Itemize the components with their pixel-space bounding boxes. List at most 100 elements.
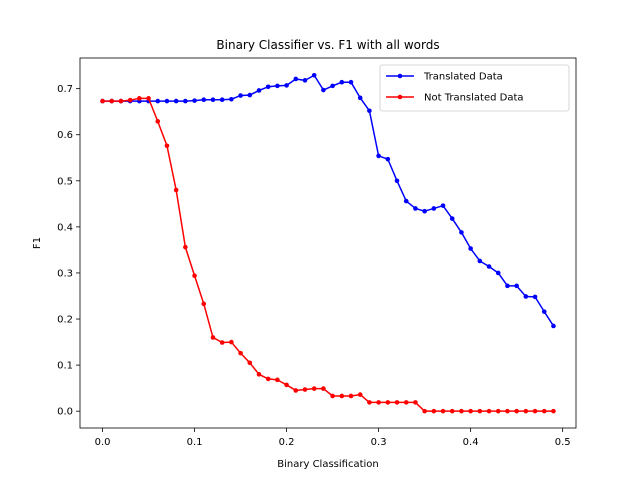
x-tick-label: 0.4	[463, 437, 479, 448]
legend-item: Not Translated Data	[386, 93, 524, 104]
data-point	[413, 400, 418, 405]
data-point	[275, 377, 280, 383]
data-point	[440, 408, 446, 414]
data-point	[229, 96, 234, 102]
series-0	[100, 72, 556, 329]
x-axis-label: Binary Classification	[277, 459, 378, 470]
data-point	[192, 273, 197, 279]
x-tick-label: 0.5	[555, 437, 571, 448]
data-point	[183, 98, 188, 104]
axes-frame	[79, 57, 577, 429]
y-tick-label: 0.3	[57, 268, 73, 279]
data-point	[394, 178, 400, 184]
data-point	[541, 309, 547, 314]
data-point	[109, 98, 115, 104]
data-point	[293, 388, 299, 393]
y-tick-label: 0.5	[57, 176, 73, 187]
data-point	[330, 83, 335, 89]
y-tick-label: 0.1	[57, 361, 73, 372]
data-point	[275, 83, 280, 89]
data-point	[201, 97, 207, 102]
data-point	[201, 301, 207, 307]
data-point	[127, 97, 133, 103]
y-tick-label: 0.6	[57, 130, 73, 141]
data-point	[311, 72, 317, 78]
y-tick-label: 0.2	[57, 315, 73, 326]
data-point	[376, 153, 381, 159]
data-point	[357, 95, 363, 101]
data-point	[514, 283, 519, 289]
data-point	[210, 97, 216, 102]
data-point	[219, 340, 225, 345]
series-1	[100, 96, 556, 414]
data-point	[256, 372, 262, 377]
data-point	[284, 83, 289, 88]
data-point	[284, 382, 289, 388]
data-point	[431, 206, 437, 211]
data-point	[367, 108, 372, 114]
data-point	[486, 264, 492, 269]
legend: Translated Data Not Translated Data	[379, 64, 570, 112]
y-tick-label: 0.7	[57, 84, 73, 95]
data-point	[293, 76, 299, 82]
legend-label: Not Translated Data	[424, 93, 524, 104]
data-point	[238, 93, 243, 98]
data-point	[440, 203, 446, 208]
data-point	[486, 408, 492, 414]
data-point	[238, 350, 243, 356]
data-point	[321, 386, 326, 391]
x-tick-label: 0.1	[187, 437, 203, 448]
data-point	[495, 408, 501, 414]
data-point	[265, 84, 271, 90]
legend-item: Translated Data	[386, 72, 503, 83]
data-point	[459, 408, 464, 414]
data-point	[348, 79, 354, 85]
data-point	[422, 408, 427, 414]
data-point	[532, 294, 538, 300]
data-point	[541, 408, 547, 414]
data-point	[247, 360, 253, 366]
data-point	[311, 386, 317, 391]
data-point	[210, 335, 216, 340]
data-point	[348, 393, 354, 399]
data-point	[385, 156, 391, 162]
plot-area	[100, 72, 556, 414]
legend-label: Translated Data	[423, 72, 503, 83]
data-point	[173, 98, 179, 104]
data-point	[256, 88, 262, 93]
legend-box	[379, 64, 570, 112]
y-tick-label: 0.0	[57, 407, 73, 418]
data-point	[403, 198, 409, 204]
data-point	[302, 387, 308, 392]
data-point	[155, 119, 161, 124]
x-tick-label: 0.3	[371, 437, 387, 448]
data-point	[229, 339, 234, 345]
data-point	[183, 244, 188, 250]
data-point	[302, 78, 308, 83]
x-tick-label: 0.0	[95, 437, 111, 448]
data-point	[431, 408, 437, 414]
data-point	[146, 96, 151, 101]
data-point	[192, 98, 197, 103]
data-point	[468, 408, 473, 414]
x-axis: 0.0 0.1 0.2 0.3 0.4 0.5	[95, 428, 571, 448]
data-point	[385, 400, 391, 405]
data-point	[505, 408, 510, 414]
data-point	[495, 270, 501, 276]
data-point	[247, 92, 253, 98]
data-point	[449, 216, 455, 221]
legend-marker	[397, 73, 403, 79]
data-point	[339, 79, 345, 85]
data-point	[468, 246, 473, 251]
data-point	[477, 258, 483, 264]
data-point	[477, 408, 483, 414]
data-point	[155, 98, 161, 104]
data-point	[551, 323, 556, 329]
data-point	[367, 400, 372, 405]
data-point	[321, 87, 326, 93]
data-point	[376, 400, 381, 405]
data-point	[394, 400, 400, 405]
data-point	[265, 376, 271, 382]
y-axis-label: F1	[32, 237, 43, 249]
data-point	[100, 98, 105, 104]
